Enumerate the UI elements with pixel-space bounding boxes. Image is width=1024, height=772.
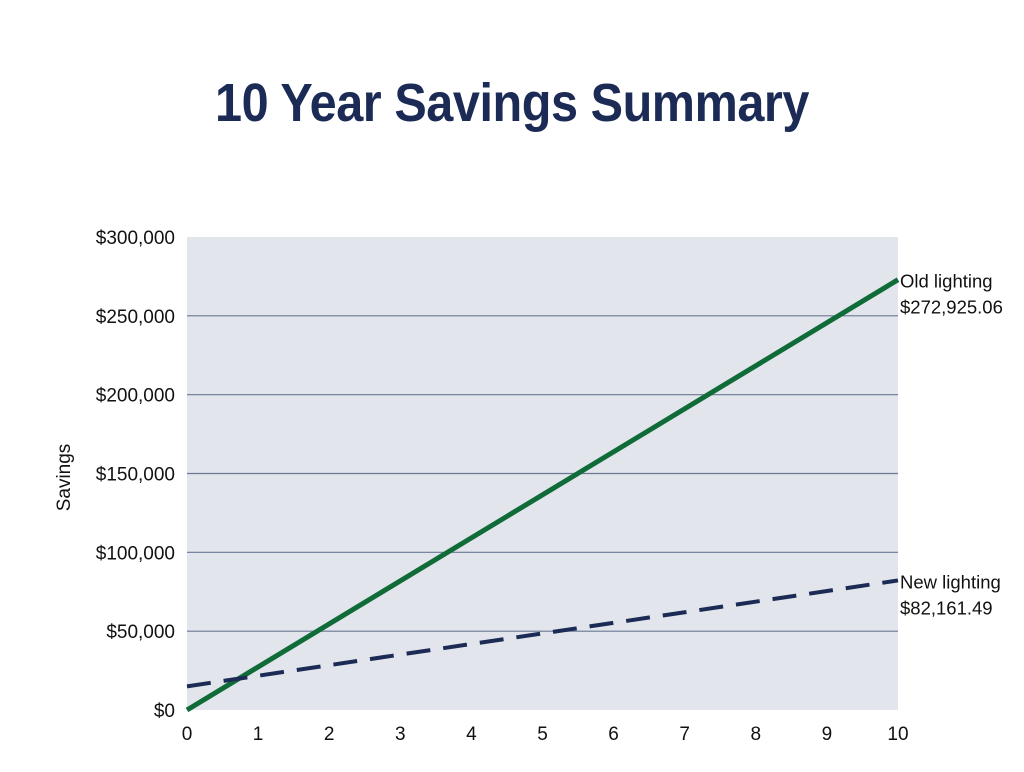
y-tick-label: $200,000	[96, 386, 175, 407]
chart-title: 10 Year Savings Summary	[215, 73, 809, 133]
x-tick-label: 3	[395, 724, 406, 745]
series-annotations: Old lighting $272,925.06 New lighting $82,1…	[900, 271, 1003, 619]
series-line	[186, 578, 899, 689]
x-tick-label: 5	[537, 724, 548, 745]
series-lines	[185, 277, 900, 713]
y-tick-label: $300,000	[96, 228, 175, 249]
x-tick-label: 6	[608, 724, 619, 745]
series-line	[185, 277, 900, 713]
y-tick-label: $250,000	[96, 307, 175, 328]
y-axis-ticks: $0 $50,000 $100,000 $150,000 $200,000 $250,00…	[96, 228, 175, 722]
x-tick-label: 8	[751, 724, 762, 745]
x-tick-label: 0	[182, 724, 193, 745]
y-axis-label: Savings	[54, 444, 75, 512]
series-name-label: Old lighting	[900, 271, 993, 292]
series-value-label: $82,161.49	[900, 597, 993, 618]
x-tick-label: 2	[324, 724, 335, 745]
y-tick-label: $0	[154, 701, 175, 722]
y-tick-label: $100,000	[96, 543, 175, 564]
series-name-label: New lighting	[900, 571, 1001, 592]
x-tick-label: 9	[822, 724, 833, 745]
x-tick-label: 1	[253, 724, 264, 745]
series-value-label: $272,925.06	[900, 297, 1003, 318]
x-tick-label: 4	[466, 724, 477, 745]
x-tick-label: 10	[887, 724, 908, 745]
gridlines	[187, 315, 898, 632]
y-tick-label: $150,000	[96, 465, 175, 486]
x-axis-ticks: 0 1 2 3 4 5 6 7 8 9 10	[182, 724, 909, 745]
y-tick-label: $50,000	[106, 622, 175, 643]
x-tick-label: 7	[679, 724, 690, 745]
